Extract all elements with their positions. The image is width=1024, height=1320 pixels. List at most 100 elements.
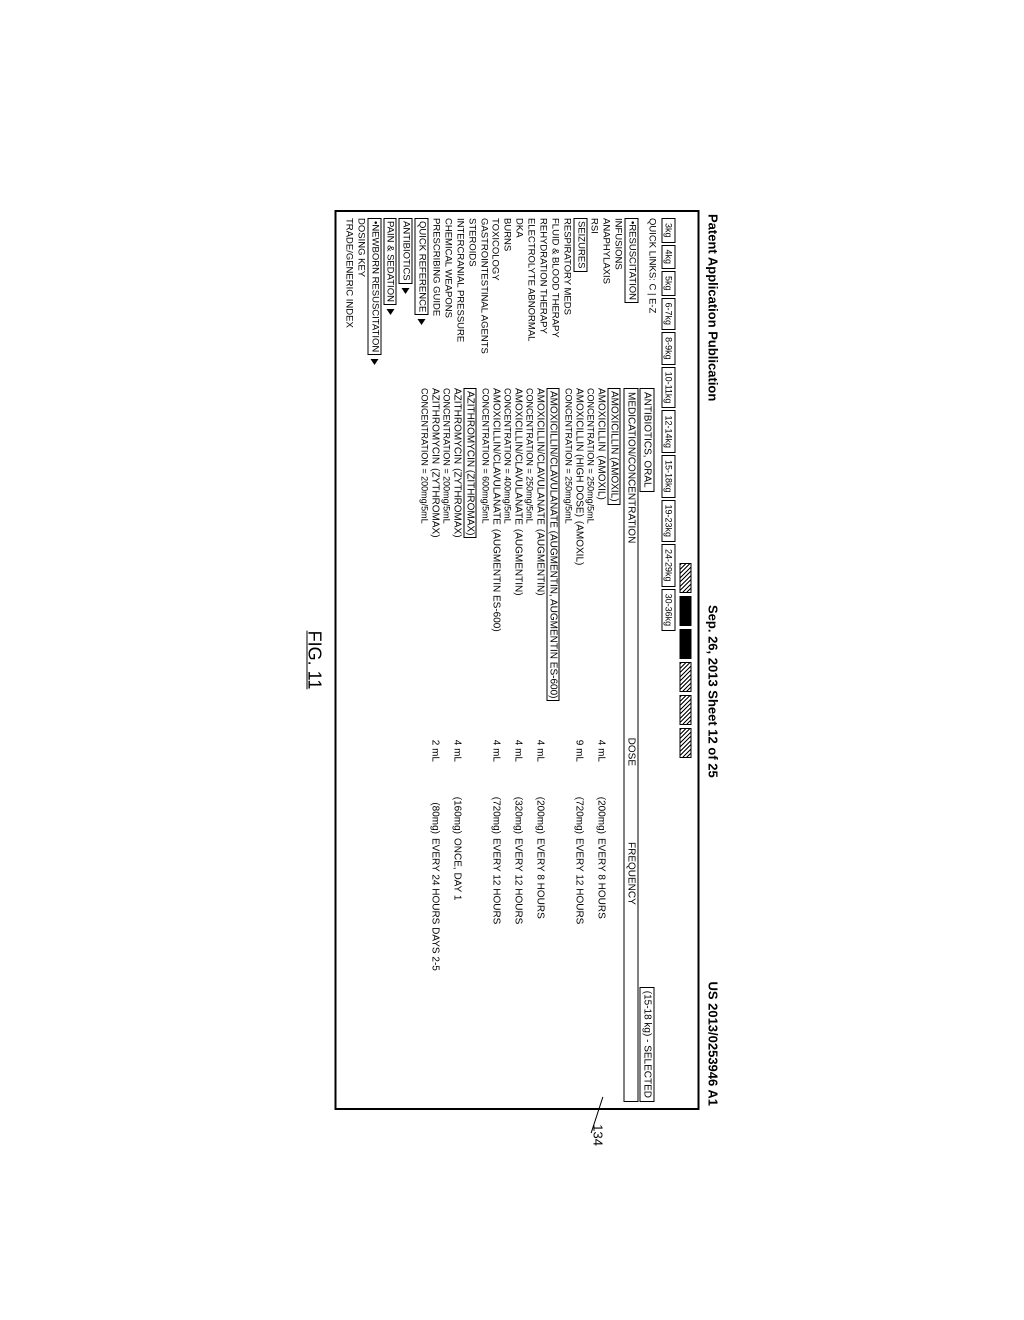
frequency: EVERY 12 HOURS bbox=[574, 838, 585, 1102]
weight-tab[interactable]: 3kg bbox=[662, 218, 676, 243]
concentration: CONCENTRATION = 600mg/5mL bbox=[481, 388, 491, 708]
medication-row: AMOXICILLIN(AMOXIL)CONCENTRATION = 250mg… bbox=[586, 388, 607, 1102]
concentration: CONCENTRATION = 200mg/5mL bbox=[442, 388, 452, 708]
dose-mg: (720mg) bbox=[491, 768, 502, 838]
sidebar-footer-label: ANTIBIOTICS bbox=[399, 218, 413, 284]
section-title: ANTIBIOTICS, ORAL bbox=[640, 388, 655, 492]
med-name: AMOXICILLIN/CLAVULANATE bbox=[491, 388, 502, 525]
dose-value: 9 mL bbox=[574, 708, 585, 768]
sidebar-footer-label: •NEWBORN RESUSCITATION bbox=[367, 218, 381, 355]
brand-name: (AUGMENTIN ES-600) bbox=[491, 529, 502, 632]
sidebar-item[interactable]: RESPIRATORY MEDS bbox=[560, 218, 572, 380]
weight-tab[interactable]: 6-7kg bbox=[662, 298, 676, 331]
brand-name: (ZYTHROMAX) bbox=[452, 468, 463, 537]
sidebar-item[interactable]: INTERCRANIAL PRESSURE bbox=[454, 218, 466, 380]
sidebar-footer-item[interactable]: DOSING KEY bbox=[354, 218, 366, 380]
figure-frame: 3kg 4kg5kg 6-7kg8-9kg 10-11kg12-14kg 15-18kg… bbox=[335, 210, 700, 1110]
med-name: AMOXICILLIN bbox=[596, 388, 607, 451]
decor-box bbox=[680, 629, 692, 659]
weight-tab[interactable]: 30-36kg bbox=[662, 589, 676, 632]
col-dose: DOSE bbox=[625, 709, 638, 769]
weight-tab[interactable]: 5kg bbox=[662, 271, 676, 296]
sidebar-footer-label: DOSING KEY bbox=[354, 218, 366, 277]
weight-tab[interactable]: 12-14kg bbox=[662, 410, 676, 453]
sidebar-footer-item[interactable]: ANTIBIOTICS bbox=[398, 218, 414, 380]
figure-label: FIG. 11 bbox=[304, 210, 325, 1110]
sidebar-item[interactable]: RSI bbox=[588, 218, 600, 380]
frequency: EVERY 8 HOURS bbox=[596, 838, 607, 1102]
decor-box bbox=[680, 662, 692, 692]
med-name: AZITHROMYCIN bbox=[430, 388, 441, 464]
play-icon bbox=[402, 288, 410, 294]
medication-row: AMOXICILLIN/CLAVULANATE (AUGMENTIN ES-600… bbox=[481, 388, 502, 1102]
frequency: ONCE, DAY 1 bbox=[452, 838, 463, 1102]
med-name: AZITHROMYCIN bbox=[452, 388, 463, 464]
column-headers: MEDICATION/CONCENTRATION DOSE FREQUENCY bbox=[624, 388, 639, 1102]
med-name: AMOXICILLIN (HIGH DOSE) bbox=[574, 388, 585, 517]
sidebar-footer-item[interactable]: PAIN & SEDATION bbox=[382, 218, 398, 380]
col-med: MEDICATION/CONCENTRATION bbox=[625, 389, 638, 709]
dose-value: 2 mL bbox=[430, 708, 441, 768]
weight-tab[interactable]: 10-11kg bbox=[662, 367, 676, 409]
concentration: CONCENTRATION = 250mg/5mL bbox=[586, 388, 596, 708]
sidebar-item[interactable]: STEROIDS bbox=[465, 218, 477, 380]
dose-value: 4 mL bbox=[452, 708, 463, 768]
drug-group-title: AMOXICILLIN/CLAVULANATE (AUGMENTIN, AUGM… bbox=[547, 388, 560, 701]
weight-tab[interactable]: 24-29kg bbox=[662, 544, 676, 587]
med-name: AMOXICILLIN/CLAVULANATE bbox=[513, 388, 524, 525]
frequency: EVERY 12 HOURS bbox=[513, 838, 524, 1102]
weight-tab[interactable]: 15-18kg bbox=[662, 455, 676, 498]
dose-value: 4 mL bbox=[491, 708, 502, 768]
sidebar-footer-item[interactable]: •NEWBORN RESUSCITATION bbox=[366, 218, 382, 380]
concentration: CONCENTRATION = 400mg/5mL bbox=[503, 388, 513, 708]
decor-box bbox=[680, 728, 692, 758]
sidebar-footer-item[interactable]: TRADE/GENERIC INDEX bbox=[343, 218, 355, 380]
dose-mg: (320mg) bbox=[513, 768, 524, 838]
dose-mg: (720mg) bbox=[574, 768, 585, 838]
sidebar-item[interactable]: GASTROINTESTINAL AGENTS bbox=[477, 218, 489, 380]
pub-right: US 2013/0253946 A1 bbox=[706, 981, 721, 1106]
publication-header: Patent Application Publication Sep. 26, … bbox=[700, 210, 721, 1110]
sidebar-item[interactable]: PRESCRIBING GUIDE bbox=[430, 218, 442, 380]
brand-name: (ZYTHROMAX) bbox=[430, 468, 441, 537]
decor-box bbox=[680, 596, 692, 626]
dose-mg: (200mg) bbox=[596, 768, 607, 838]
title-bar-decor bbox=[680, 218, 692, 1102]
sidebar-item[interactable]: TOXICOLOGY bbox=[489, 218, 501, 380]
frequency: EVERY 12 HOURS bbox=[491, 838, 502, 1102]
play-icon bbox=[386, 309, 394, 315]
col-freq: FREQUENCY bbox=[625, 839, 638, 1101]
dose-value: 4 mL bbox=[535, 708, 546, 768]
dose-value: 4 mL bbox=[596, 708, 607, 768]
pub-center: Sep. 26, 2013 Sheet 12 of 25 bbox=[706, 605, 721, 778]
dose-mg: (160mg) bbox=[452, 768, 463, 838]
brand-name: (AUGMENTIN) bbox=[535, 529, 546, 596]
weight-selected: (15-18 kg) - SELECTED bbox=[640, 987, 655, 1102]
medication-row: AZITHROMYCIN (ZYTHROMAX)CONCENTRATION = 2… bbox=[420, 388, 441, 1102]
sidebar-item[interactable]: FLUID & BLOOD THERAPY bbox=[549, 218, 561, 380]
frequency: EVERY 8 HOURS bbox=[535, 838, 546, 1102]
sidebar-footer-label: TRADE/GENERIC INDEX bbox=[343, 218, 355, 328]
brand-name: (AMOXIL) bbox=[574, 521, 585, 565]
sidebar-footer-item[interactable]: QUICK REFERENCE bbox=[414, 218, 430, 380]
sidebar-item[interactable]: ELECTROLYTE ABNORMAL bbox=[525, 218, 537, 380]
sidebar-item[interactable]: REHYDRATION THERAPY bbox=[537, 218, 549, 380]
weight-tab[interactable]: 4kg bbox=[662, 245, 676, 270]
sidebar-item[interactable]: INFUSIONS bbox=[612, 218, 624, 380]
drug-group-title: AMOXICILLIN (AMOXIL) bbox=[608, 388, 621, 505]
concentration: CONCENTRATION = 200mg/5mL bbox=[420, 388, 430, 708]
pub-left: Patent Application Publication bbox=[706, 214, 721, 401]
sidebar-item-seizures[interactable]: SEIZURES bbox=[573, 218, 587, 272]
weight-tabs: 3kg 4kg5kg 6-7kg8-9kg 10-11kg12-14kg 15-18kg… bbox=[662, 218, 676, 1102]
play-icon bbox=[418, 319, 426, 325]
sidebar-item[interactable]: ANAPHYLAXIS bbox=[600, 218, 612, 380]
play-icon bbox=[370, 359, 378, 365]
sidebar-item[interactable]: BURNS bbox=[501, 218, 513, 380]
weight-tab[interactable]: 19-23kg bbox=[662, 500, 676, 543]
sidebar-item[interactable]: DKA bbox=[513, 218, 525, 380]
weight-tab[interactable]: 8-9kg bbox=[662, 332, 676, 365]
sidebar-item-resuscitation[interactable]: •RESUSCITATION bbox=[625, 218, 639, 303]
medication-row: AMOXICILLIN (HIGH DOSE)(AMOXIL)CONCENTRA… bbox=[564, 388, 585, 1102]
sidebar-item[interactable]: CHEMICAL WEAPONS bbox=[442, 218, 454, 380]
brand-name: (AUGMENTIN) bbox=[513, 529, 524, 596]
